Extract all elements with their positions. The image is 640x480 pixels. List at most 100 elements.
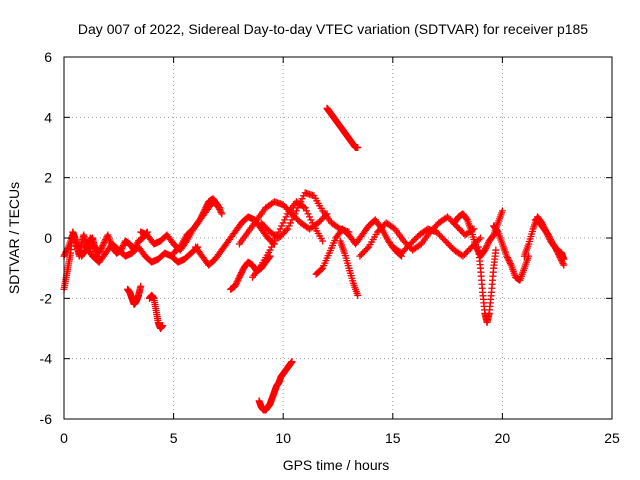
data-point [303,207,311,215]
data-point [197,214,205,222]
y-tick-label: 2 [44,170,52,186]
data-point [232,281,240,289]
data-point [560,255,568,263]
data-point [287,219,295,227]
data-point [301,204,309,212]
data-point [98,243,106,251]
data-point [235,273,243,281]
series-arc-14 [323,104,362,151]
series-arc-23 [531,216,568,263]
data-point [363,245,371,253]
data-point [476,234,484,242]
data-point [119,242,127,250]
series-arc-5 [145,291,167,332]
data-point [215,204,223,212]
data-point [493,227,501,235]
data-point [196,216,204,224]
series-arc-4 [124,282,145,308]
data-point [308,219,316,227]
y-tick-label: -4 [40,351,53,367]
y-tick-label: -6 [40,411,53,427]
data-point [285,222,293,230]
data-point [558,258,566,266]
data-point [546,234,554,242]
data-point [214,202,222,210]
data-point [288,358,296,366]
data-point [504,254,512,262]
chart-title: Day 007 of 2022, Sidereal Day-to-day VTE… [78,21,588,37]
data-point [506,258,514,266]
data-point [307,216,315,224]
data-point [288,216,296,224]
data-point [216,207,224,215]
data-point [297,198,305,206]
data-point [289,213,297,221]
series-arc-18 [389,225,484,260]
y-tick-label: 0 [44,230,52,246]
data-point [281,216,289,224]
data-point [481,246,489,254]
data-point [463,215,471,223]
data-point [278,222,286,230]
data-point [279,219,287,227]
data-point [217,208,225,216]
data-point [201,205,209,213]
data-points [60,104,568,414]
data-point [232,279,240,287]
data-point [545,232,553,240]
data-point [506,260,514,268]
data-point [99,240,107,248]
data-point [238,267,246,275]
data-point [235,275,243,283]
series-arc-17 [356,213,478,260]
x-axis-label: GPS time / hours [283,457,390,473]
data-point [294,204,302,212]
data-point [298,195,306,203]
data-point [216,205,224,213]
data-point [64,245,72,253]
data-point [137,282,145,290]
data-point [270,237,278,245]
data-point [236,272,244,280]
x-tick-label: 25 [604,430,620,446]
data-point [269,240,277,248]
data-point [233,278,241,286]
data-point [292,207,300,215]
data-point [202,202,210,210]
data-point [266,246,274,254]
data-point [268,243,276,251]
data-point [291,210,299,218]
data-point [295,201,303,209]
data-point [198,211,206,219]
data-point [354,144,362,151]
y-tick-label: 6 [44,49,52,65]
series-arc-21 [490,222,533,284]
data-point [282,213,290,221]
data-point [306,213,314,221]
data-point [203,201,211,209]
data-point [202,204,210,212]
data-point [482,243,490,251]
data-point [276,225,284,233]
data-point [199,210,207,218]
data-point [503,252,511,260]
data-point [159,321,167,329]
data-point [300,203,308,211]
data-point [547,236,555,244]
axis-ticks: 0 5 10 15 20 25 -6 -4 -2 0 2 4 6 [40,49,620,446]
data-point [304,210,312,218]
data-point [483,242,491,250]
data-point [318,265,326,273]
series-arc-12 [257,189,353,242]
data-point [492,246,500,254]
y-tick-label: 4 [44,109,52,125]
data-point [354,291,362,299]
data-point [282,226,290,234]
series-arc-9 [227,252,274,293]
series-arc-16 [336,237,362,299]
x-tick-label: 10 [275,430,291,446]
data-point [505,257,513,265]
data-point [213,201,221,209]
data-point [504,255,512,263]
